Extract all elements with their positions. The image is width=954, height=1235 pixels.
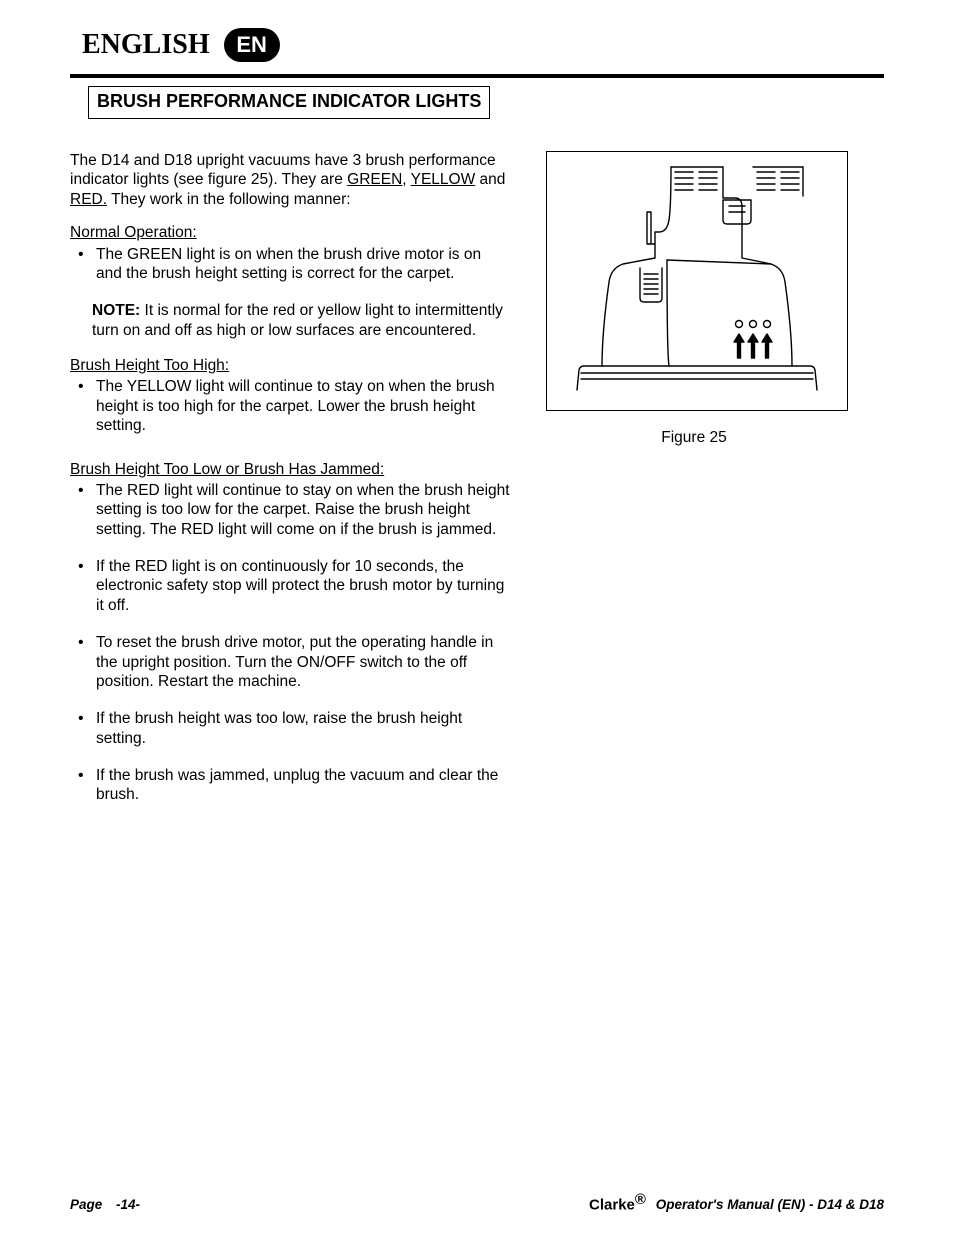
page: ENGLISH EN BRUSH PERFORMANCE INDICATOR L… — [0, 0, 954, 1235]
right-column: Figure 25 — [544, 151, 884, 823]
vacuum-illustration — [547, 152, 847, 410]
brand-name: Clarke — [589, 1196, 635, 1213]
note-label: NOTE: — [92, 302, 140, 319]
bullet-text: To reset the brush drive motor, put the … — [96, 634, 493, 690]
list-item: The RED light will continue to stay on w… — [92, 481, 510, 539]
intro-green: GREEN — [347, 171, 402, 188]
normal-bullets: The GREEN light is on when the brush dri… — [70, 245, 510, 284]
figure-box — [546, 151, 848, 411]
intro-paragraph: The D14 and D18 upright vacuums have 3 b… — [70, 151, 510, 209]
footer: Page -14- Clarke® Operator's Manual (EN)… — [70, 1191, 884, 1214]
high-bullets: The YELLOW light will continue to stay o… — [70, 377, 510, 435]
manual-title: Operator's Manual (EN) - D14 & D18 — [656, 1197, 884, 1212]
intro-sep2: and — [475, 171, 505, 188]
note-block: NOTE: It is normal for the red or yellow… — [92, 301, 510, 340]
language-header: ENGLISH EN — [82, 28, 884, 62]
list-item: The GREEN light is on when the brush dri… — [92, 245, 510, 284]
bullet-text: If the RED light is on continuously for … — [96, 558, 504, 614]
intro-text2: They work in the following manner: — [107, 191, 351, 208]
low-bullets: The RED light will continue to stay on w… — [70, 481, 510, 805]
intro-red: RED. — [70, 191, 107, 208]
intro-yellow: YELLOW — [411, 171, 476, 188]
low-heading: Brush Height Too Low or Brush Has Jammed… — [70, 460, 510, 479]
bullet-text: The GREEN light is on when the brush dri… — [96, 246, 481, 282]
page-number: -14- — [116, 1197, 140, 1212]
list-item: To reset the brush drive motor, put the … — [92, 633, 510, 691]
note-text: It is normal for the red or yellow light… — [92, 302, 503, 338]
bullet-text: If the brush was jammed, unplug the vacu… — [96, 767, 498, 803]
list-item: If the RED light is on continuously for … — [92, 557, 510, 615]
footer-left: Page -14- — [70, 1197, 140, 1212]
list-item: If the brush was jammed, unplug the vacu… — [92, 766, 510, 805]
bullet-text: The YELLOW light will continue to stay o… — [96, 378, 495, 434]
left-column: The D14 and D18 upright vacuums have 3 b… — [70, 151, 510, 823]
normal-heading: Normal Operation: — [70, 223, 510, 242]
language-badge: EN — [224, 28, 280, 62]
list-item: If the brush height was too low, raise t… — [92, 709, 510, 748]
divider — [70, 74, 884, 78]
footer-right: Clarke® Operator's Manual (EN) - D14 & D… — [589, 1191, 884, 1214]
content-columns: The D14 and D18 upright vacuums have 3 b… — [70, 151, 884, 823]
language-label: ENGLISH — [82, 29, 210, 61]
intro-sep1: , — [402, 171, 410, 188]
page-label: Page — [70, 1197, 102, 1212]
high-heading: Brush Height Too High: — [70, 356, 510, 375]
figure-caption: Figure 25 — [544, 429, 844, 447]
bullet-text: The RED light will continue to stay on w… — [96, 482, 510, 538]
bullet-text: If the brush height was too low, raise t… — [96, 710, 462, 746]
section-title: BRUSH PERFORMANCE INDICATOR LIGHTS — [88, 86, 490, 119]
list-item: The YELLOW light will continue to stay o… — [92, 377, 510, 435]
registered-mark: ® — [635, 1191, 646, 1208]
